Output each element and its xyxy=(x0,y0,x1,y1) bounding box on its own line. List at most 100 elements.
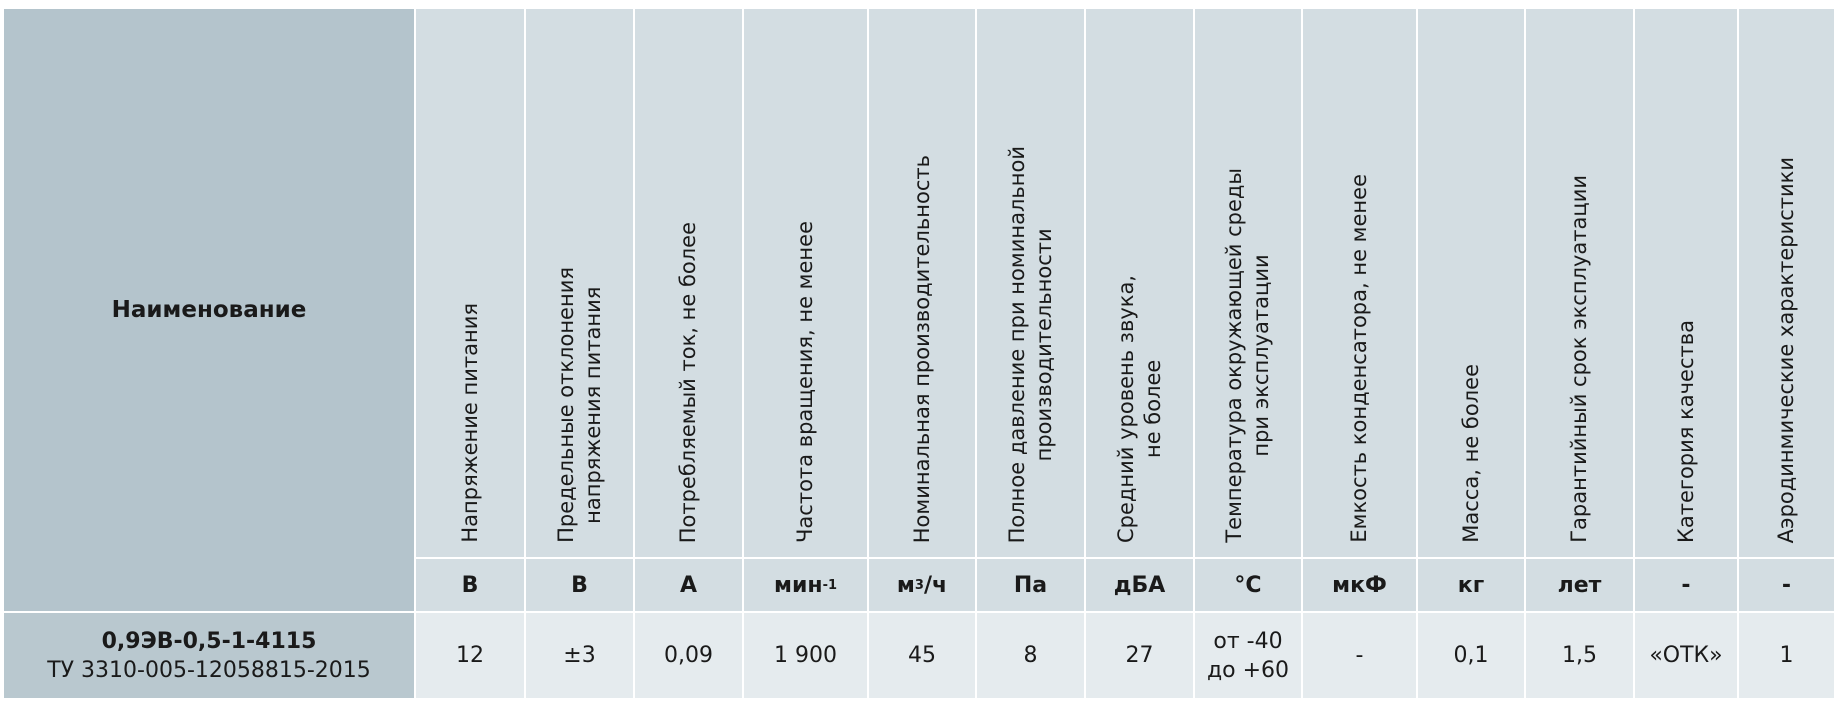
unit: кг xyxy=(1457,572,1485,598)
value: до +60 xyxy=(1206,657,1290,683)
column-header: Частота вращения, не менее xyxy=(744,9,867,557)
value-cell: 45 xyxy=(869,613,975,698)
name-header: Наименование xyxy=(4,9,414,611)
unit: дБА xyxy=(1113,572,1166,598)
header-text: Масса, не более xyxy=(1458,364,1485,543)
unit-cell: - xyxy=(1635,559,1737,611)
value: 0,1 xyxy=(1453,643,1489,668)
column-header: Полное давление при номинальной производи… xyxy=(977,9,1084,557)
value-cell: 8 xyxy=(977,613,1084,698)
value-cell: 0,09 xyxy=(635,613,742,698)
value-cell: ±3 xyxy=(526,613,633,698)
unit-sup: -1 xyxy=(822,577,838,593)
row-name-line: 0,9ЭВ-0,5-1-4115 xyxy=(101,628,317,654)
header-text: Средний уровень звука, не более xyxy=(1113,275,1167,543)
unit-cell: кг xyxy=(1418,559,1524,611)
column-header: Температура окружающей среды при эксплуат… xyxy=(1195,9,1301,557)
header-line: Категория качества xyxy=(1673,319,1698,543)
header-line: при эксплуатации xyxy=(1249,254,1273,457)
header-line: Температура окружающей среды xyxy=(1222,168,1246,543)
header-text: Температура окружающей среды при эксплуат… xyxy=(1221,168,1275,543)
unit: В xyxy=(571,572,588,598)
header-line: Средний уровень звука, xyxy=(1113,274,1138,543)
value: 27 xyxy=(1125,643,1154,668)
header-line: Напряжение питания xyxy=(457,303,482,543)
value: 8 xyxy=(1023,643,1038,668)
column-header: Потребляемый ток, не более xyxy=(635,9,742,557)
name-header-text: Наименование xyxy=(111,297,307,323)
header-line: Масса, не более xyxy=(1458,364,1483,543)
header-line: Частота вращения, не менее xyxy=(793,221,817,543)
unit: - xyxy=(1781,572,1792,598)
header-text: Частота вращения, не менее xyxy=(792,221,819,543)
unit: м xyxy=(896,572,915,598)
unit: лет xyxy=(1557,572,1602,598)
column-header: Напряжение питания xyxy=(416,9,524,557)
column-header: Аэродинмические характеристики xyxy=(1739,9,1834,557)
unit: А xyxy=(679,572,698,598)
value-cell: 12 xyxy=(416,613,524,698)
unit: В xyxy=(461,572,479,598)
value-cell: 1,5 xyxy=(1526,613,1633,698)
column-header: Категория качества xyxy=(1635,9,1737,557)
header-line: производительности xyxy=(1031,227,1056,461)
value-cell: - xyxy=(1303,613,1416,698)
header-line: Номинальная производительность xyxy=(909,154,934,543)
header-text: Предельные отклонения напряжения питания xyxy=(553,267,607,543)
header-line: Предельные отклонения xyxy=(553,267,578,543)
unit: мин xyxy=(773,572,823,598)
header-line: Аэродинмические характеристики xyxy=(1774,156,1798,543)
unit-cell: В xyxy=(526,559,633,611)
header-text: Категория качества xyxy=(1673,320,1700,543)
value: «ОТК» xyxy=(1649,643,1723,668)
header-line: не более xyxy=(1140,359,1165,459)
value-cell: 1 xyxy=(1739,613,1834,698)
value-cell: 0,1 xyxy=(1418,613,1524,698)
header-text: Емкость конденсатора, не менее xyxy=(1346,174,1373,543)
header-line: Полное давление при номинальной xyxy=(1004,145,1029,543)
value: 0,09 xyxy=(664,643,713,668)
unit-cell: лет xyxy=(1526,559,1633,611)
value: 1 xyxy=(1779,643,1794,668)
header-text: Аэродинмические характеристики xyxy=(1773,157,1800,543)
unit-cell: дБА xyxy=(1086,559,1193,611)
header-text: Потребляемый ток, не более xyxy=(675,222,702,543)
value: 12 xyxy=(456,643,484,668)
header-line: Емкость конденсатора, не менее xyxy=(1347,174,1371,543)
unit-cell: мин -1 xyxy=(744,559,867,611)
unit-cell: °С xyxy=(1195,559,1301,611)
unit: Па xyxy=(1013,572,1048,598)
unit-tail: /ч xyxy=(923,572,948,598)
unit: °С xyxy=(1234,572,1262,598)
unit-cell: м 3/ч xyxy=(869,559,975,611)
unit-cell: В xyxy=(416,559,524,611)
value: 1,5 xyxy=(1562,643,1597,668)
column-header: Средний уровень звука, не более xyxy=(1086,9,1193,557)
unit-cell: мкФ xyxy=(1303,559,1416,611)
value: 45 xyxy=(908,643,936,668)
header-line: напряжения питания xyxy=(580,286,605,524)
value: ±3 xyxy=(563,643,596,668)
column-header: Предельные отклонения напряжения питания xyxy=(526,9,633,557)
value: - xyxy=(1355,643,1364,668)
unit: мкФ xyxy=(1332,572,1387,598)
unit-cell: - xyxy=(1739,559,1834,611)
column-header: Гарантийный срок эксплуатации xyxy=(1526,9,1633,557)
value-cell: 1 900 xyxy=(744,613,867,698)
header-text: Полное давление при номинальной производи… xyxy=(1004,146,1058,543)
row-name-line: ТУ 3310-005-12058815-2015 xyxy=(47,657,371,683)
column-header: Емкость конденсатора, не менее xyxy=(1303,9,1416,557)
header-text: Напряжение питания xyxy=(457,303,484,543)
header-line: Гарантийный срок эксплуатации xyxy=(1567,175,1591,543)
header-line: Потребляемый ток, не более xyxy=(676,221,700,543)
value-cell: от -40 до +60 xyxy=(1195,613,1301,698)
unit: - xyxy=(1681,572,1691,598)
row-name: 0,9ЭВ-0,5-1-4115 ТУ 3310-005-12058815-201… xyxy=(4,613,414,698)
header-text: Номинальная производительность xyxy=(909,155,936,543)
unit-sup: 3 xyxy=(914,577,924,593)
value: от -40 xyxy=(1213,628,1283,654)
value-cell: «ОТК» xyxy=(1635,613,1737,698)
column-header: Номинальная производительность xyxy=(869,9,975,557)
value-cell: 27 xyxy=(1086,613,1193,698)
